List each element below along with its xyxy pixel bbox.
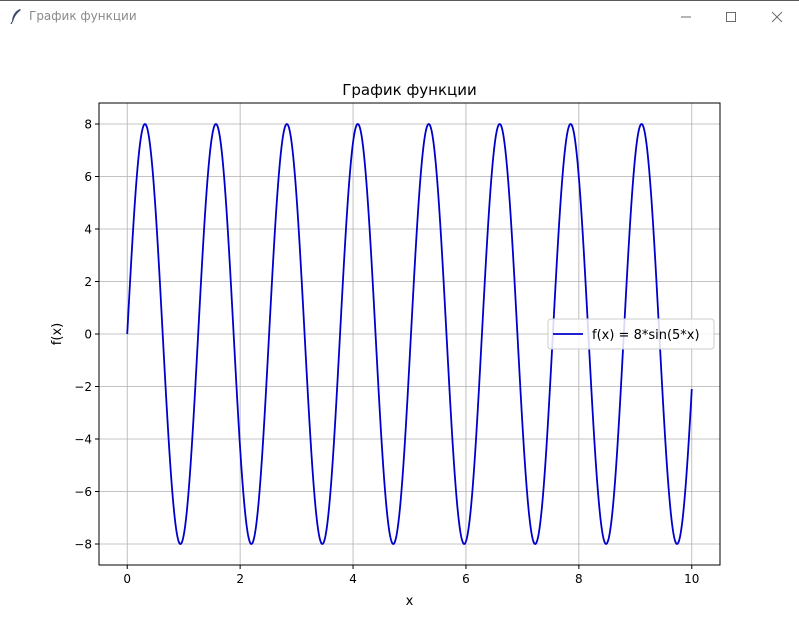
minimize-button[interactable]: [663, 4, 709, 30]
close-button[interactable]: [753, 4, 799, 30]
y-tick-label: −6: [74, 485, 92, 499]
y-tick-label: 4: [84, 223, 92, 237]
close-icon: [771, 11, 783, 23]
x-tick-label: 6: [462, 572, 470, 586]
feather-icon: [10, 9, 21, 24]
y-tick-label: 6: [84, 170, 92, 184]
legend-box: [547, 318, 715, 350]
x-tick-label: 0: [123, 572, 131, 586]
x-axis-label: x: [406, 594, 414, 609]
x-tick-label: 2: [236, 572, 244, 586]
y-tick-label: −2: [74, 380, 92, 394]
series-layer: [126, 123, 693, 545]
y-tick-label: 2: [84, 275, 92, 289]
y-tick-label: −4: [74, 433, 92, 447]
chart-title: График функции: [342, 81, 477, 99]
legend: f(x) = 8*sin(5*x): [547, 318, 715, 350]
maximize-button[interactable]: [708, 4, 754, 30]
y-tick-label: −8: [74, 538, 92, 552]
maximize-icon: [726, 12, 736, 22]
x-tick-label: 4: [349, 572, 357, 586]
minimize-icon: [681, 16, 691, 18]
y-axis-label: f(x): [50, 323, 65, 345]
grid: [99, 103, 720, 565]
window-titlebar: График функции: [0, 0, 799, 31]
window-title: График функции: [29, 9, 137, 23]
x-tick-label: 8: [575, 572, 583, 586]
y-tick-label: 0: [84, 328, 92, 342]
legend-label: f(x) = 8*sin(5*x): [592, 328, 700, 343]
x-tick-label: 10: [684, 572, 699, 586]
ticks: 0 2 4 6 8 10 −8 −6 −4 −2 0 2 4 6 8: [74, 118, 699, 587]
y-tick-label: 8: [84, 118, 92, 132]
series-line: [126, 123, 693, 545]
